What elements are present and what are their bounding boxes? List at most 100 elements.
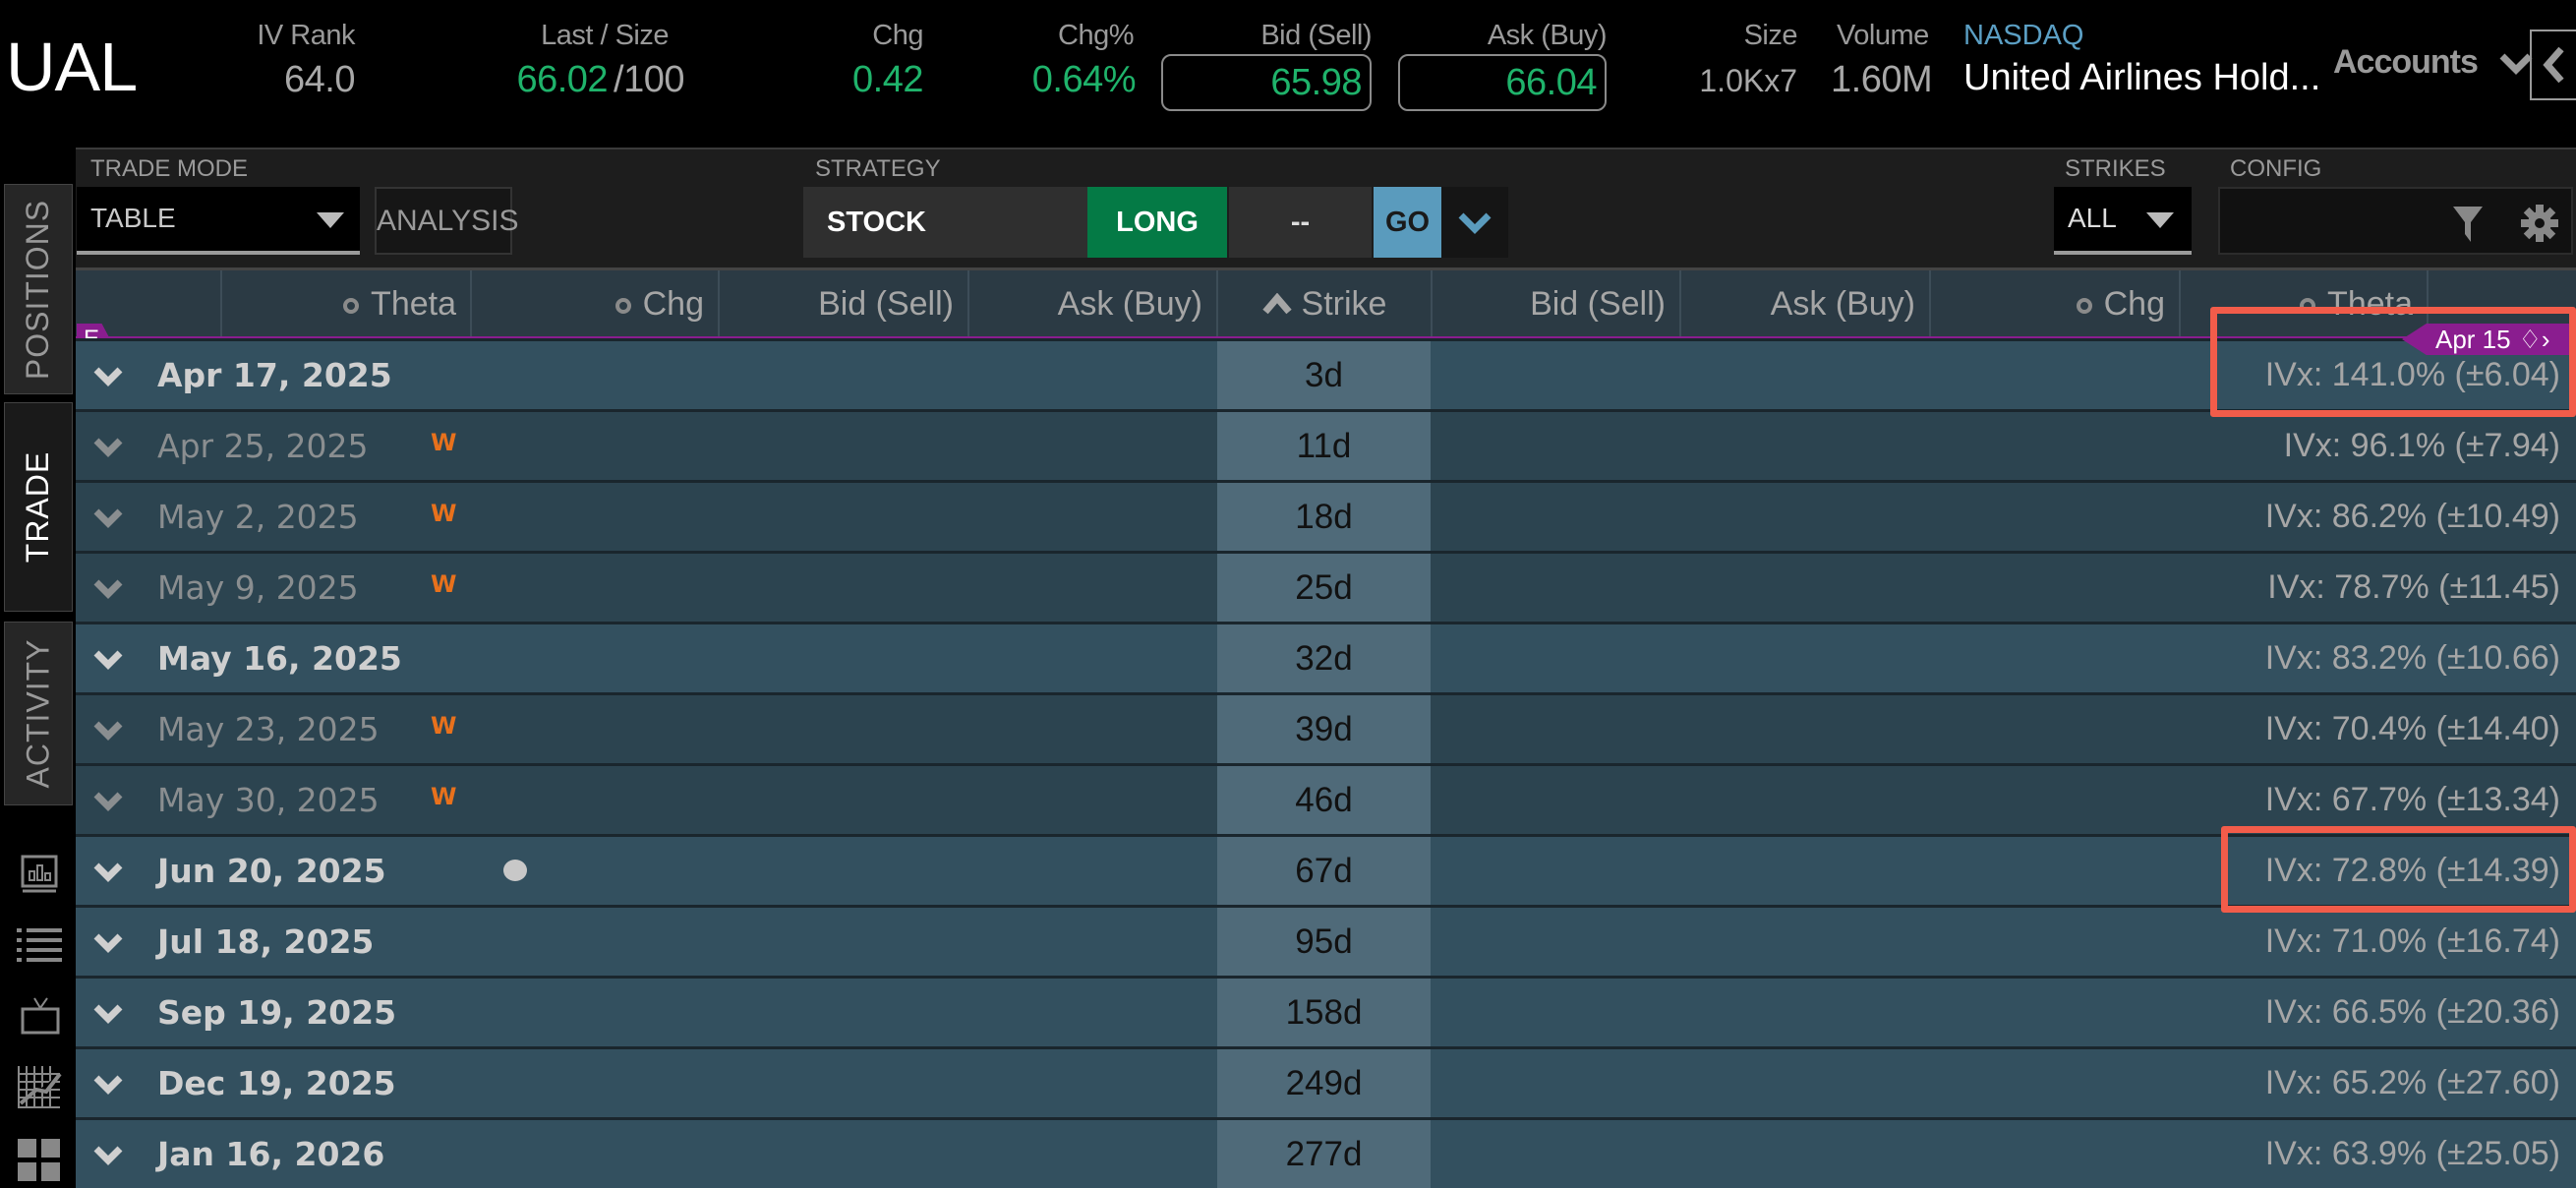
chevron-down-icon — [1458, 212, 1492, 234]
expiration-row[interactable]: May 9, 2025 W 25d IVx: 78.7% (±11.45) — [76, 551, 2576, 622]
chg-pct-label: Chg% — [1058, 20, 1135, 51]
chevron-down-icon[interactable] — [93, 503, 123, 532]
collapse-panel-button[interactable] — [2530, 30, 2576, 100]
ivx-value: IVx: 66.5% (±20.36) — [2264, 993, 2560, 1031]
strikes-label: STRIKES — [2065, 155, 2166, 182]
expiration-date: May 30, 2025 — [157, 781, 380, 819]
side-toggle[interactable]: LONG — [1087, 187, 1227, 258]
expiration-row[interactable]: May 16, 2025 32d IVx: 83.2% (±10.66) — [76, 622, 2576, 692]
tiles-icon[interactable] — [18, 1139, 61, 1182]
ivx-value: IVx: 96.1% (±7.94) — [2283, 427, 2560, 464]
ivx-value: IVx: 70.4% (±14.40) — [2264, 710, 2560, 747]
strategy-select[interactable]: STOCK — [803, 187, 1087, 258]
last-size: /100 — [614, 59, 684, 100]
ivx-value: IVx: 141.0% (±6.04) — [2264, 356, 2560, 393]
chevron-down-icon[interactable] — [93, 998, 123, 1028]
sidebar-tab-positions[interactable]: POSITIONS — [4, 184, 73, 394]
days-to-expiration: 3d — [1217, 341, 1431, 409]
chevron-left-icon — [2543, 46, 2564, 84]
toggle-circle-icon — [615, 298, 631, 315]
strategy-label: STRATEGY — [815, 155, 941, 182]
chevron-down-icon[interactable] — [93, 432, 123, 461]
chart-book-icon[interactable] — [20, 854, 59, 895]
gear-icon[interactable] — [2521, 205, 2558, 242]
ivx-value: IVx: 72.8% (±14.39) — [2264, 852, 2560, 889]
analysis-button[interactable]: ANALYSIS — [375, 187, 519, 255]
expiration-date: Jul 18, 2025 — [157, 922, 375, 961]
col-header-chg-puts[interactable]: Chg — [1929, 270, 2179, 338]
bid-label: Bid (Sell) — [1260, 20, 1372, 51]
chevron-down-icon[interactable] — [93, 786, 123, 815]
accounts-label: Accounts — [2333, 43, 2479, 81]
quantity-field[interactable]: -- — [1229, 187, 1372, 258]
chevron-down-icon[interactable] — [93, 857, 123, 886]
strikes-select[interactable]: ALL — [2054, 187, 2192, 255]
expiration-row[interactable]: May 2, 2025 W 18d IVx: 86.2% (±10.49) — [76, 480, 2576, 551]
chevron-down-icon[interactable] — [93, 715, 123, 744]
expiration-date: Jan 16, 2026 — [157, 1135, 385, 1173]
ivx-value: IVx: 65.2% (±27.60) — [2264, 1064, 2560, 1101]
bid-button[interactable]: 65.98 — [1161, 54, 1372, 111]
ask-label: Ask (Buy) — [1487, 20, 1608, 51]
ivx-value: IVx: 67.7% (±13.34) — [2264, 781, 2560, 818]
expiration-date: Dec 19, 2025 — [157, 1064, 396, 1102]
col-header-ask-calls[interactable]: Ask (Buy) — [967, 270, 1216, 338]
list-icon[interactable] — [17, 926, 62, 966]
chg-label: Chg — [872, 20, 923, 51]
weekly-badge: W — [431, 783, 457, 810]
days-to-expiration: 25d — [1217, 554, 1431, 622]
last-price: 66.02 — [516, 59, 609, 100]
expiration-row[interactable]: Apr 25, 2025 W 11d IVx: 96.1% (±7.94) — [76, 409, 2576, 480]
dropdown-triangle-icon — [317, 212, 344, 228]
chevron-down-icon[interactable] — [93, 927, 123, 957]
expiration-row[interactable]: Dec 19, 2025 249d IVx: 65.2% (±27.60) — [76, 1046, 2576, 1117]
expiration-date: May 2, 2025 — [157, 498, 359, 536]
sidebar-tab-trade[interactable]: TRADE — [4, 402, 73, 612]
chevron-down-icon[interactable] — [93, 1140, 123, 1169]
col-header-bid-puts[interactable]: Bid (Sell) — [1431, 270, 1679, 338]
filter-icon[interactable] — [2452, 205, 2484, 244]
col-header-spacer — [2427, 270, 2576, 338]
col-header-bid-calls[interactable]: Bid (Sell) — [718, 270, 967, 338]
chevron-down-icon[interactable] — [93, 573, 123, 603]
expiration-date: Jun 20, 2025 — [157, 852, 386, 890]
config-field[interactable] — [2218, 187, 2573, 255]
tv-icon[interactable] — [20, 995, 61, 1037]
last-size-label: Last / Size — [541, 20, 669, 51]
col-header-strike[interactable]: Strike — [1216, 270, 1431, 338]
expiration-row[interactable]: Sep 19, 2025 158d IVx: 66.5% (±20.36) — [76, 976, 2576, 1046]
expiration-row[interactable]: May 23, 2025 W 39d IVx: 70.4% (±14.40) — [76, 692, 2576, 763]
col-header-theta-calls[interactable]: Theta — [220, 270, 470, 338]
position-dot-icon — [503, 860, 527, 881]
toggle-circle-icon — [343, 298, 360, 315]
exchange: NASDAQ — [1963, 20, 2084, 51]
accounts-button[interactable]: Accounts — [2333, 43, 2533, 82]
sort-up-icon — [1261, 292, 1292, 315]
last-size-value: 66.02/100 — [433, 59, 684, 101]
chevron-down-icon[interactable] — [93, 644, 123, 674]
chevron-down-icon[interactable] — [93, 361, 123, 390]
col-header-theta-puts[interactable]: Theta — [2179, 270, 2427, 338]
expiration-row[interactable]: Apr 17, 2025 3d IVx: 141.0% (±6.04) — [76, 338, 2576, 409]
expiration-date: Apr 25, 2025 — [157, 427, 369, 465]
days-to-expiration: 249d — [1217, 1049, 1431, 1117]
chevron-down-icon[interactable] — [93, 1069, 123, 1099]
expiration-row[interactable]: May 30, 2025 W 46d IVx: 67.7% (±13.34) — [76, 763, 2576, 834]
grid-chart-icon[interactable] — [17, 1064, 62, 1109]
sidebar-tab-activity[interactable]: ACTIVITY — [4, 622, 73, 805]
col-header-ask-puts[interactable]: Ask (Buy) — [1679, 270, 1929, 338]
col-header-chg-calls[interactable]: Chg — [470, 270, 718, 338]
symbol[interactable]: UAL — [6, 29, 138, 105]
weekly-badge: W — [431, 429, 457, 456]
config-label: CONFIG — [2230, 155, 2322, 182]
trade-mode-select[interactable]: TABLE — [77, 187, 360, 255]
size-value: 1.0Kx7 — [1699, 63, 1797, 98]
expiration-row[interactable]: Jul 18, 2025 95d IVx: 71.0% (±16.74) — [76, 905, 2576, 976]
highlight-box — [2221, 826, 2576, 913]
ask-button[interactable]: 66.04 — [1398, 54, 1607, 111]
go-options-button[interactable] — [1441, 187, 1508, 258]
expiration-row[interactable]: Jun 20, 2025 67d IVx: 72.8% (±14.39) — [76, 834, 2576, 905]
earnings-date-tag[interactable]: Apr 15 ♢› — [2402, 324, 2576, 355]
go-button[interactable]: GO — [1374, 187, 1441, 258]
expiration-row[interactable]: Jan 16, 2026 277d IVx: 63.9% (±25.05) — [76, 1117, 2576, 1188]
